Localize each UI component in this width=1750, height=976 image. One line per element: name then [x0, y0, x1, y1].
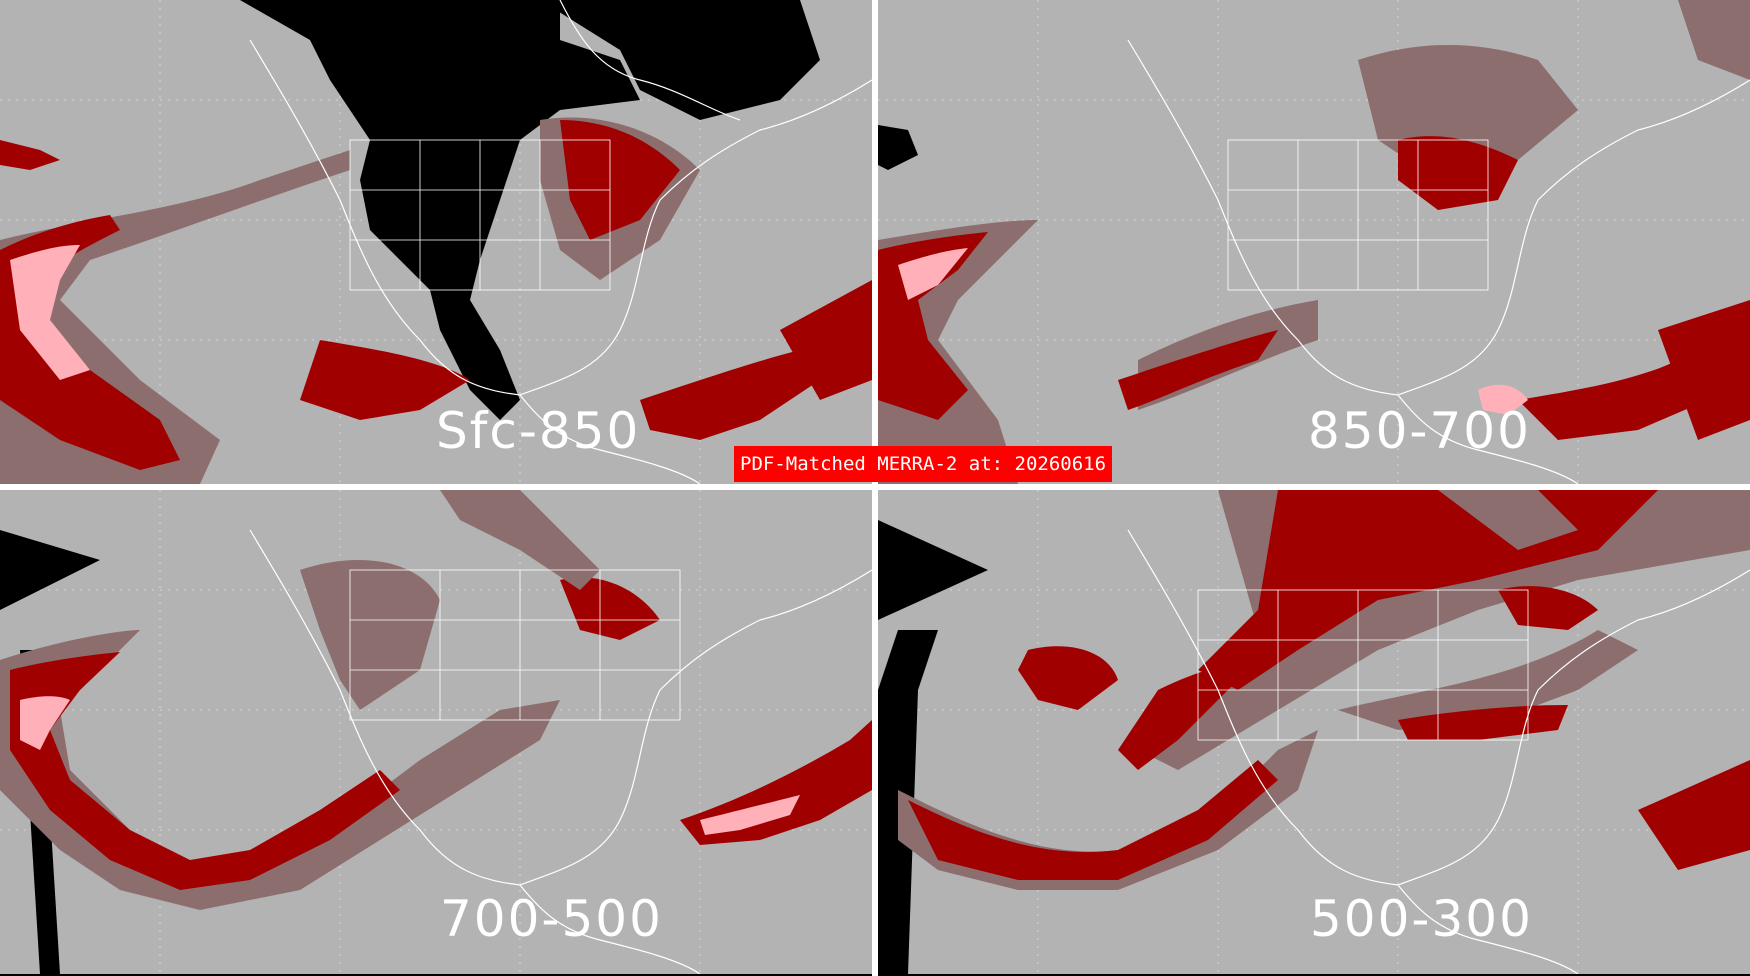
moisture-plume	[640, 350, 820, 440]
graticule	[0, 490, 872, 974]
coastline	[1127, 39, 1750, 484]
moisture-plume	[20, 696, 70, 750]
moisture-plume	[560, 577, 660, 640]
moisture-plume	[0, 140, 60, 170]
moisture-plume	[1338, 630, 1638, 730]
moisture-plume	[1118, 330, 1278, 410]
missing-data-region	[878, 125, 918, 170]
state-borders	[1197, 589, 1529, 741]
moisture-plume	[1678, 0, 1750, 80]
moisture-plume	[1398, 705, 1568, 740]
moisture-plume	[300, 560, 440, 710]
moisture-plume	[1478, 384, 1528, 415]
moisture-plume	[908, 760, 1278, 880]
state-borders	[349, 569, 681, 721]
moisture-plume	[1658, 300, 1750, 440]
missing-data-region	[240, 0, 640, 420]
panel-divider-horizontal	[0, 484, 1750, 490]
moisture-plume	[898, 248, 968, 300]
map-panel-700-500: 700-500	[0, 490, 872, 974]
moisture-plume	[0, 215, 180, 470]
map-canvas	[878, 0, 1750, 484]
state-borders	[1227, 139, 1489, 291]
moisture-plume	[1018, 646, 1118, 710]
moisture-plume	[1118, 660, 1258, 770]
coastline	[249, 529, 872, 974]
layer-label: 700-500	[440, 890, 663, 948]
missing-data-region	[878, 520, 988, 620]
layer-label: Sfc-850	[436, 402, 641, 460]
moisture-plume	[1518, 360, 1708, 440]
map-panel-500-300: 500-300	[878, 490, 1750, 974]
moisture-plume	[560, 120, 680, 240]
state-borders	[349, 139, 611, 291]
layer-label: 500-300	[1310, 890, 1533, 948]
moisture-plume	[10, 652, 400, 890]
map-canvas	[878, 490, 1750, 974]
moisture-plume	[780, 280, 872, 400]
map-canvas	[0, 0, 872, 484]
coastline	[249, 0, 872, 484]
layer-label: 850-700	[1308, 402, 1531, 460]
map-panel-850-700: 850-700	[878, 0, 1750, 484]
missing-data-region	[0, 530, 100, 610]
missing-data-region	[540, 0, 820, 120]
map-panel-sfc-850: Sfc-850	[0, 0, 872, 484]
moisture-plume	[1498, 586, 1598, 630]
moisture-plume	[10, 245, 90, 380]
moisture-plume	[1638, 760, 1750, 870]
moisture-plume	[700, 795, 800, 835]
map-canvas	[0, 490, 872, 974]
moisture-plume	[300, 340, 470, 420]
figure-title: PDF-Matched MERRA-2 at: 20260616	[734, 446, 1113, 482]
moisture-plume	[440, 490, 600, 590]
